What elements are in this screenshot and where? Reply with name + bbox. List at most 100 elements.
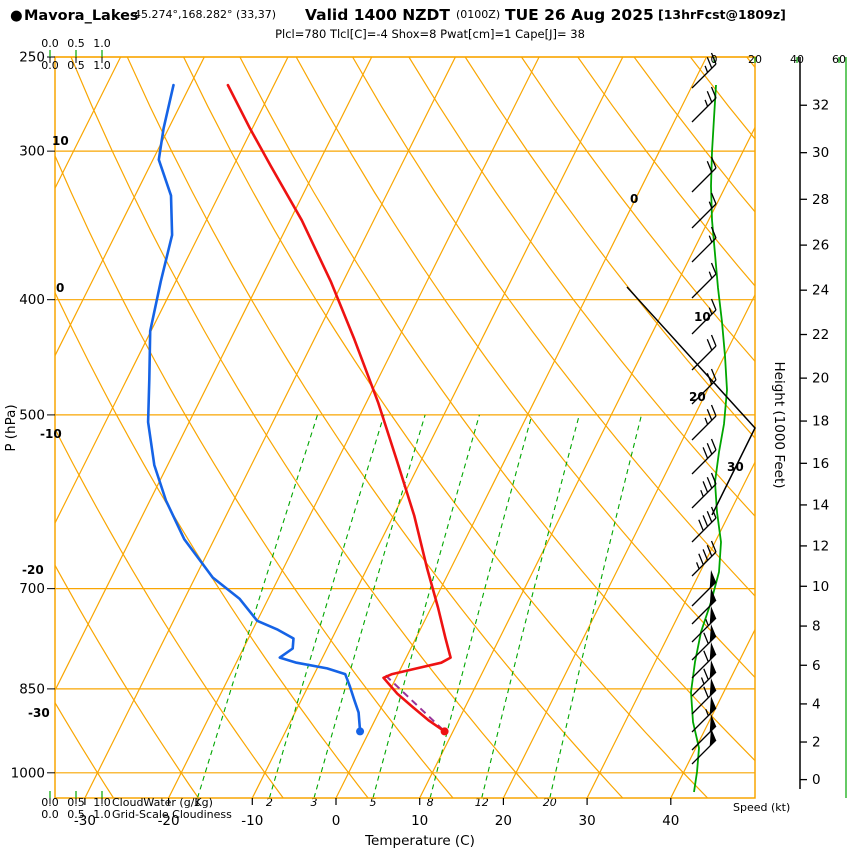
speed-tick-60: 60	[832, 53, 846, 66]
cloudwater-bottom-tick-0: 0.0	[41, 796, 59, 809]
station-coords: -45.274°,168.282° (33,37)	[130, 8, 276, 21]
pressure-tick-label: 300	[19, 144, 45, 160]
height-tick-label: 16	[812, 456, 829, 472]
temperature-axis: -30 -20 -10 0 10 20 30 40	[74, 798, 679, 829]
mixing-ratio-label: 1	[194, 796, 201, 809]
height-tick-label: 2	[812, 735, 821, 751]
mixing-ratio-label: 2	[266, 796, 273, 809]
pressure-tick-label: 700	[19, 581, 45, 597]
chart-layers: 1 2 3 5 8 12 200102030100-10-20-30250300400500…	[11, 50, 847, 829]
cloudwater-bottom-tick-1: 0.5	[67, 796, 85, 809]
mixing-ratio-label: 8	[427, 796, 434, 809]
pressure-tick-label: 400	[19, 292, 45, 308]
isotherm-gridlines	[55, 57, 755, 798]
grid-value-label: 20	[689, 390, 706, 404]
parcel-path	[384, 674, 446, 733]
gridscale-bottom-tick-1: 0.5	[67, 808, 85, 821]
temperature-curve	[226, 83, 452, 733]
cloudwater-bottom-tick-2: 1.0	[93, 796, 111, 809]
speed-tick-20: 20	[748, 53, 762, 66]
wind-reference-line	[626, 286, 756, 516]
temperature-tick-label: -20	[158, 813, 180, 829]
temperature-tick-label: 40	[662, 813, 679, 829]
valid-utc: (0100Z)	[456, 8, 500, 21]
height-tick-label: 28	[812, 192, 829, 208]
height-tick-label: 32	[812, 98, 829, 114]
cloudwater-ticks	[49, 50, 103, 804]
height-tick-label: 18	[812, 414, 829, 430]
height-tick-label: 4	[812, 696, 821, 712]
temperature-tick-label: -10	[241, 813, 263, 829]
grid-value-label: 0	[630, 192, 638, 206]
dewpoint-curve	[146, 83, 362, 733]
gridscale-top-tick-1: 0.5	[67, 59, 85, 72]
mixing-ratio-labels: 1 2 3 5 8 12 20	[194, 796, 557, 809]
grid-value-label: -10	[40, 427, 62, 441]
height-tick-label: 26	[812, 238, 829, 254]
pressure-tick-label: 1000	[11, 765, 45, 781]
station-name: Mavora_Lakes	[24, 8, 139, 24]
cloudwater-top-tick-1: 0.5	[67, 37, 85, 50]
gridscale-top-tick-0: 0.0	[41, 59, 59, 72]
grid-value-label: 10	[52, 134, 69, 148]
station-bullet: ●	[10, 8, 23, 24]
gridscale-title: Grid-Scale Cloudiness	[112, 808, 232, 821]
mixing-ratio-label: 12	[475, 796, 489, 809]
mixing-ratio-label: 20	[543, 796, 557, 809]
height-tick-label: 0	[812, 772, 821, 788]
forecast-info: [13hrFcst@1809z]	[658, 7, 786, 22]
valid-date: TUE 26 Aug 2025	[505, 6, 654, 24]
axis-titles: P (hPa) Temperature (C) Height (1000 Fee…	[3, 361, 790, 849]
temperature-tick-label: -30	[74, 813, 96, 829]
height-tick-label: 12	[812, 538, 829, 554]
grid-value-label: -30	[28, 706, 50, 720]
speed-tick-0: 0	[711, 53, 718, 66]
height-tick-label: 10	[812, 579, 829, 595]
speed-curve	[690, 84, 728, 793]
surface-temperature-dot	[440, 727, 449, 736]
header: ● Mavora_Lakes -45.274°,168.282° (33,37)…	[10, 6, 786, 41]
height-tick-label: 20	[812, 371, 829, 387]
temperature-axis-title: Temperature (C)	[364, 833, 475, 849]
wind-barbs	[691, 52, 717, 765]
gridscale-bottom-tick-0: 0.0	[41, 808, 59, 821]
plot-border	[54, 56, 756, 799]
surface-markers	[356, 727, 449, 736]
gridscale-bottom-tick-2: 1.0	[93, 808, 111, 821]
valid-time: Valid 1400 NZDT	[305, 6, 450, 24]
height-tick-label: 8	[812, 619, 821, 635]
speed-tick-40: 40	[790, 53, 804, 66]
gridscale-top-tick-2: 1.0	[93, 59, 111, 72]
pressure-tick-label: 250	[19, 50, 45, 66]
sounding-params: Plcl=780 Tlcl[C]=-4 Shox=8 Pwat[cm]=1 Ca…	[275, 27, 585, 41]
cloudwater-top-tick-2: 1.0	[93, 37, 111, 50]
dry-adiabat-gridlines	[55, 57, 755, 798]
mixing-ratio-lines	[196, 414, 643, 798]
height-tick-label: 14	[812, 497, 829, 513]
height-tick-label: 22	[812, 327, 829, 343]
temperature-tick-label: 30	[579, 813, 596, 829]
grid-value-label: -20	[22, 563, 44, 577]
surface-dewpoint-dot	[356, 727, 365, 736]
grid-value-label: 0	[56, 281, 64, 295]
cloudwater-scales: 0.0 0.5 1.0 0.0 0.5 1.0 0.0 0.5 1.0 Clou…	[41, 37, 232, 821]
temperature-tick-label: 10	[411, 813, 428, 829]
temperature-tick-label: 20	[495, 813, 512, 829]
height-axis-title: Height (1000 Feet)	[771, 361, 787, 488]
height-tick-label: 30	[812, 145, 829, 161]
temperature-tick-label: 0	[332, 813, 341, 829]
speed-scale: 0 20 40 60	[711, 53, 847, 66]
cloudwater-title: CloudWater (g/Kg)	[112, 796, 213, 809]
pressure-axis: 250 300 400 500 700 850 1000	[11, 50, 55, 781]
height-tick-label: 24	[812, 283, 829, 299]
speed-axis-title: Speed (kt)	[733, 801, 790, 814]
pressure-tick-label: 850	[19, 681, 45, 697]
height-tick-label: 6	[812, 658, 821, 674]
pressure-axis-title: P (hPa)	[3, 404, 19, 451]
mixing-ratio-label: 5	[369, 796, 376, 809]
mixing-ratio-label: 3	[310, 796, 317, 809]
cloudwater-top-tick-0: 0.0	[41, 37, 59, 50]
